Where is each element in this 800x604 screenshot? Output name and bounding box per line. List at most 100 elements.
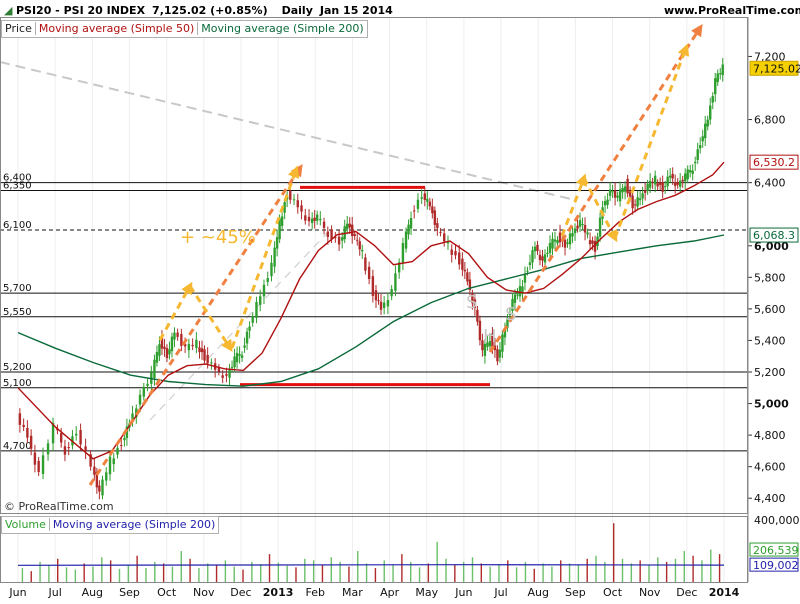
candle-body: [278, 218, 281, 240]
candle-body: [531, 250, 534, 263]
candle-body: [691, 170, 694, 174]
candle-body: [663, 186, 667, 188]
candle-body: [648, 180, 652, 188]
value-badge: 6,068.3: [753, 229, 795, 242]
candle-body: [63, 446, 67, 455]
candle-body: [273, 247, 276, 267]
time-tick-label: Dec: [676, 586, 697, 599]
period: Daily: [281, 4, 313, 17]
candle-body: [187, 343, 191, 351]
candle-body: [423, 193, 427, 200]
wave-arrow-6: [613, 43, 690, 239]
candle-body: [721, 64, 724, 76]
price-tick-label: 4,600: [754, 461, 786, 474]
candle-body: [699, 145, 702, 149]
candle-body: [142, 386, 146, 397]
price-tick-label: 5,800: [754, 271, 786, 284]
candle-body: [394, 273, 397, 291]
candle-body: [646, 183, 649, 191]
candle-body: [225, 374, 228, 376]
candle-body: [661, 182, 664, 192]
candle-body: [322, 221, 326, 228]
candle-body: [245, 331, 249, 344]
candle-body: [221, 375, 224, 378]
candle-body: [367, 266, 371, 280]
candle-body: [180, 334, 183, 346]
price-tick-label: 6,000: [754, 240, 789, 253]
candle-body: [483, 344, 487, 356]
candle-body: [471, 293, 474, 304]
candle-body: [616, 195, 619, 198]
candle-body: [255, 301, 258, 319]
candle-body: [206, 354, 209, 364]
candle-body: [155, 352, 159, 363]
candle-body: [79, 430, 82, 445]
candle-body: [696, 149, 699, 160]
candle-body: [476, 309, 479, 322]
volume-badge: 206,539: [753, 544, 799, 557]
candle-body: [454, 251, 457, 256]
candle-body: [397, 262, 401, 273]
candle-body: [292, 199, 296, 201]
candle-body: [404, 231, 408, 249]
candle-body: [266, 278, 269, 282]
candle-body: [101, 479, 104, 496]
candle-body: [436, 223, 439, 229]
candle-body: [108, 456, 112, 475]
candle-body: [51, 422, 55, 444]
instrument-title: PSI20 - PSI 20 INDEX: [15, 4, 146, 17]
price-tick-label: 5,600: [754, 303, 786, 316]
candle-body: [46, 443, 50, 455]
pattern-label-s1: S: [466, 292, 477, 313]
candle-body: [382, 302, 386, 308]
candle-body: [631, 195, 634, 209]
candle-body: [401, 242, 405, 263]
value-badge-bg: [749, 227, 799, 243]
candle-body: [153, 359, 156, 378]
candle-body: [170, 336, 174, 352]
candle-body: [686, 169, 689, 180]
wave-arrow-1: [158, 281, 193, 341]
candle-body: [450, 249, 453, 255]
copyright: © ProRealTime.com: [4, 500, 114, 513]
collapse-arrow-icon[interactable]: ◢: [4, 4, 13, 17]
resistance-trendline: [0, 61, 576, 201]
candle-body: [446, 241, 450, 244]
candle-body: [523, 274, 527, 283]
candle-body: [315, 214, 319, 221]
candle-body: [478, 320, 482, 341]
candle-body: [711, 96, 714, 103]
candle-body: [533, 246, 537, 252]
time-tick-label: Jul: [48, 586, 62, 599]
candle-body: [536, 244, 539, 252]
candle-body: [428, 201, 432, 207]
candle-body: [348, 223, 351, 228]
candle-body: [491, 333, 494, 348]
candle-body: [29, 435, 33, 449]
time-tick-label: May: [415, 586, 438, 599]
candle-body: [586, 232, 589, 235]
candle-body: [681, 179, 684, 182]
candle-body: [420, 197, 423, 199]
candle-body: [343, 226, 346, 240]
candle-body: [578, 220, 582, 227]
time-tick-label: Oct: [157, 586, 177, 599]
candle-body: [573, 228, 577, 234]
level-label-5,200: 5,200: [3, 362, 32, 373]
candle-body: [307, 216, 311, 222]
candle-body: [191, 344, 194, 347]
candle-body: [337, 236, 341, 245]
candle-body: [341, 237, 344, 241]
time-tick-label: Apr: [380, 586, 400, 599]
candle-body: [704, 123, 707, 139]
rally-arrow-1: [88, 163, 303, 486]
time-tick-label: Sep: [119, 586, 140, 599]
candle-body: [412, 210, 416, 212]
site-link[interactable]: www.ProRealTime.com: [664, 4, 800, 17]
candle-body: [280, 216, 284, 226]
time-tick-label: Mar: [342, 586, 363, 599]
candle-body: [628, 191, 632, 197]
